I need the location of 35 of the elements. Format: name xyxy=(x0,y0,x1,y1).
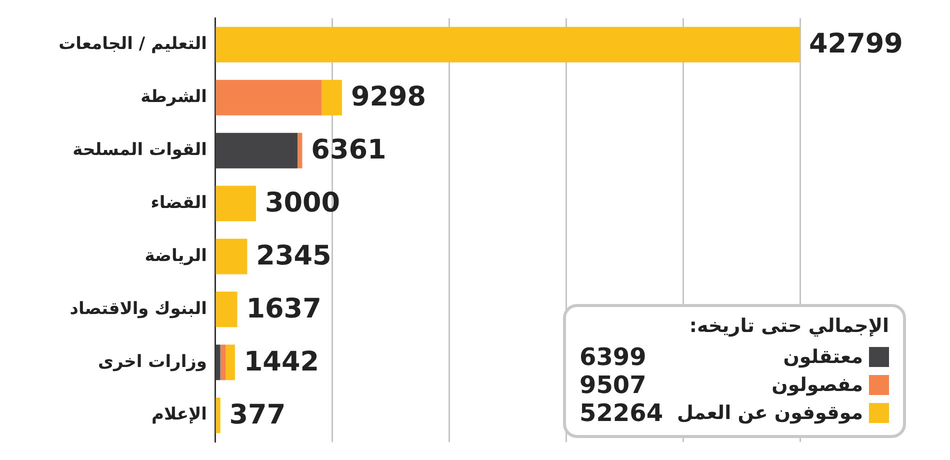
annotation: 3000 xyxy=(264,188,340,219)
bar xyxy=(297,132,302,168)
annotation: 6399 xyxy=(580,343,648,371)
text: 42799 xyxy=(809,28,903,60)
legend-title: الإجمالي حتى تاريخه: xyxy=(688,315,889,337)
annotation: 6361 xyxy=(311,134,386,166)
y-tick-label: وزارات اخرى xyxy=(98,352,207,372)
bar xyxy=(216,292,238,328)
legend-label: مفصولون xyxy=(772,373,863,398)
y-tick-label: الرياضة xyxy=(144,246,207,266)
legend-label: موقوفون عن العمل xyxy=(677,401,863,426)
bar xyxy=(216,344,220,380)
y-tick-label: التعليم / الجامعات xyxy=(58,34,207,54)
annotation: 1442 xyxy=(244,346,320,378)
y-tick-label: الشرطة xyxy=(140,87,207,108)
y-tick-label: القضاء xyxy=(150,192,207,213)
bar xyxy=(220,344,226,380)
bar xyxy=(216,398,220,434)
bar xyxy=(216,80,322,116)
y-tick-label: الإعلام xyxy=(152,404,207,425)
bar xyxy=(226,344,235,380)
annotation: 52264 xyxy=(580,399,664,427)
y-tick-label: البنوك والاقتصاد xyxy=(70,298,207,319)
annotation: 9507 xyxy=(580,371,648,399)
bar xyxy=(321,80,342,116)
annotation: 1637 xyxy=(246,293,322,324)
y-tick-label: القوات المسلحة xyxy=(72,140,207,160)
bar xyxy=(216,238,248,274)
legend-label: معتقلون xyxy=(783,345,863,370)
bar xyxy=(216,186,256,222)
bar xyxy=(216,132,298,168)
annotation: 9298 xyxy=(350,82,426,113)
annotation: 377 xyxy=(229,399,286,430)
bar xyxy=(216,26,800,62)
annotation: 2345 xyxy=(256,240,332,272)
